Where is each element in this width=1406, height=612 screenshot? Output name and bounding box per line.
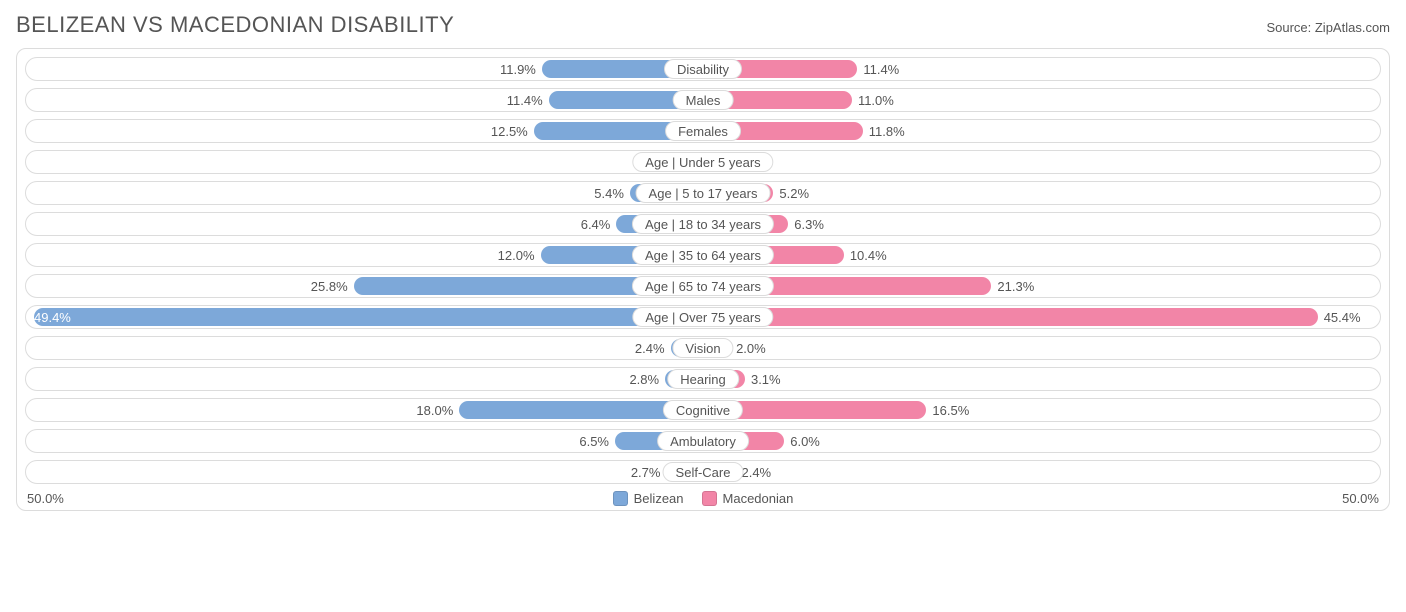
chart-row: 12.0% 10.4% Age | 35 to 64 years: [25, 243, 1381, 267]
value-right: 10.4%: [844, 244, 887, 266]
row-label-pill: Vision: [672, 338, 733, 358]
value-right: 6.0%: [784, 430, 820, 452]
bar-right: [703, 308, 1318, 326]
chart-row: 25.8% 21.3% Age | 65 to 74 years: [25, 274, 1381, 298]
row-label-pill: Age | 5 to 17 years: [636, 183, 771, 203]
bar-left: [34, 308, 703, 326]
value-left: 11.9%: [500, 58, 542, 80]
row-label-pill: Males: [673, 90, 734, 110]
value-left: 2.4%: [635, 337, 671, 359]
value-right: 11.8%: [863, 120, 905, 142]
row-label-pill: Disability: [664, 59, 742, 79]
chart-title: BELIZEAN VS MACEDONIAN DISABILITY: [16, 12, 454, 38]
value-left: 12.5%: [491, 120, 534, 142]
diverging-bar-chart: 11.9% 11.4% Disability 11.4% 11.0% Males 12.5%…: [16, 48, 1390, 511]
legend-swatch-right: [702, 491, 717, 506]
value-left: 49.4%: [28, 306, 71, 328]
row-label-pill: Ambulatory: [657, 431, 749, 451]
value-left: 11.4%: [507, 89, 549, 111]
chart-row: 5.4% 5.2%Age | 5 to 17 years: [25, 181, 1381, 205]
legend-label-left: Belizean: [634, 491, 684, 506]
row-label-pill: Age | 35 to 64 years: [632, 245, 774, 265]
chart-row: 18.0% 16.5% Cognitive: [25, 398, 1381, 422]
value-left: 6.5%: [579, 430, 615, 452]
row-label-pill: Age | Under 5 years: [632, 152, 773, 172]
chart-row: 12.5% 11.8% Females: [25, 119, 1381, 143]
value-right: 3.1%: [745, 368, 781, 390]
legend: Belizean Macedonian: [613, 491, 794, 506]
header: BELIZEAN VS MACEDONIAN DISABILITY Source…: [16, 12, 1390, 38]
value-left: 25.8%: [311, 275, 354, 297]
row-label-pill: Hearing: [667, 369, 739, 389]
chart-row: 2.4% 2.0%Vision: [25, 336, 1381, 360]
value-right: 11.0%: [852, 89, 894, 111]
row-label-pill: Age | 18 to 34 years: [632, 214, 774, 234]
chart-row: 1.2%1.2%Age | Under 5 years: [25, 150, 1381, 174]
source-label: Source: ZipAtlas.com: [1266, 20, 1390, 35]
chart-row: 49.4% 45.4% Age | Over 75 years: [25, 305, 1381, 329]
value-left: 5.4%: [594, 182, 630, 204]
value-right: 45.4%: [1318, 306, 1361, 328]
row-label-pill: Age | Over 75 years: [632, 307, 773, 327]
legend-label-right: Macedonian: [723, 491, 794, 506]
row-label-pill: Females: [665, 121, 741, 141]
chart-row: 11.4% 11.0% Males: [25, 88, 1381, 112]
legend-item-right: Macedonian: [702, 491, 794, 506]
chart-row: 11.9% 11.4% Disability: [25, 57, 1381, 81]
row-label-pill: Self-Care: [663, 462, 744, 482]
axis-right-label: 50.0%: [1342, 491, 1379, 506]
value-right: 5.2%: [773, 182, 809, 204]
value-right: 11.4%: [857, 58, 899, 80]
chart-footer: 50.0% Belizean Macedonian 50.0%: [25, 491, 1381, 506]
chart-row: 2.8% 3.1% Hearing: [25, 367, 1381, 391]
row-label-pill: Age | 65 to 74 years: [632, 276, 774, 296]
chart-row: 6.5% 6.0% Ambulatory: [25, 429, 1381, 453]
value-left: 2.8%: [629, 368, 665, 390]
value-right: 16.5%: [926, 399, 969, 421]
legend-item-left: Belizean: [613, 491, 684, 506]
legend-swatch-left: [613, 491, 628, 506]
value-left: 18.0%: [416, 399, 459, 421]
chart-row: 6.4% 6.3% Age | 18 to 34 years: [25, 212, 1381, 236]
value-right: 2.0%: [730, 337, 766, 359]
axis-left-label: 50.0%: [27, 491, 64, 506]
value-left: 12.0%: [498, 244, 541, 266]
row-label-pill: Cognitive: [663, 400, 743, 420]
value-left: 2.7%: [631, 461, 667, 483]
value-right: 6.3%: [788, 213, 824, 235]
value-left: 6.4%: [581, 213, 617, 235]
value-right: 21.3%: [991, 275, 1034, 297]
chart-row: 2.7%2.4%Self-Care: [25, 460, 1381, 484]
